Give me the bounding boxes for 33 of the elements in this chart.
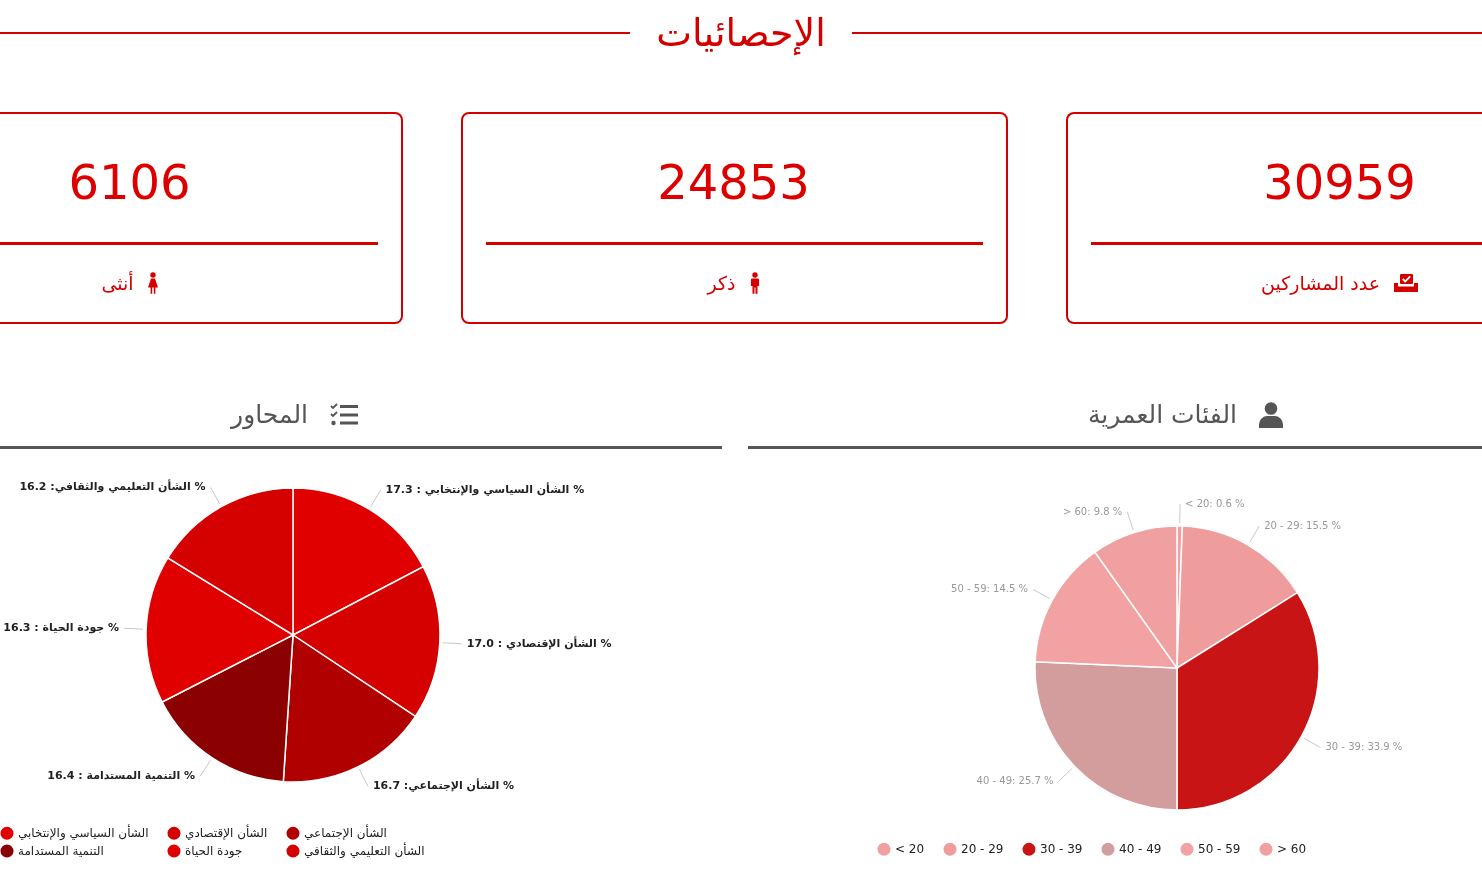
data-label: الشأن الإقتصادي : 17.0 % bbox=[466, 635, 612, 650]
text: 6106 bbox=[67, 153, 192, 212]
data-label: 20 - 29: 15.5 % bbox=[1264, 520, 1342, 532]
legend-label: 20 - 29 bbox=[961, 842, 1004, 857]
legend-label: جودة الحياة bbox=[185, 844, 243, 859]
data-label: 30 - 39: 33.9 % bbox=[1325, 741, 1403, 753]
data-label: 40 - 49: 25.7 % bbox=[976, 775, 1054, 787]
data-label: 50 - 59: 14.5 % bbox=[951, 583, 1029, 595]
legend-label: الشأن السياسي والإنتخابي bbox=[18, 824, 149, 842]
legend-label: الشأن التعليمي والثقافي bbox=[304, 842, 425, 859]
data-label: > 60: 9.8 % bbox=[1062, 505, 1123, 517]
data-label: جودة الحياة : 16.3 % bbox=[3, 621, 120, 635]
text: 30959 bbox=[1262, 153, 1417, 212]
legend-label: < 20 bbox=[895, 842, 925, 857]
text: عدد المشاركين bbox=[1260, 271, 1381, 296]
data-label: < 20: 0.6 % bbox=[1185, 498, 1245, 510]
legend-label: > 60 bbox=[1277, 842, 1307, 857]
text: 24853 bbox=[656, 153, 811, 212]
data-label: الشأن التعليمي والثقافي: 16.2 % bbox=[19, 479, 206, 494]
data-label: التنمية المستدامة : 16.4 % bbox=[47, 769, 196, 783]
legend-label: الشأن الإقتصادي bbox=[185, 824, 268, 841]
data-label: الشأن السياسي والإنتخابي : 17.3 % bbox=[385, 482, 585, 497]
data-label: الشأن الإجتماعي: 16.7 % bbox=[372, 778, 515, 793]
legend-label: 50 - 59 bbox=[1198, 842, 1241, 857]
legend-label: 30 - 39 bbox=[1040, 842, 1083, 857]
text: أنثى bbox=[101, 270, 134, 296]
legend-label: الشأن الإجتماعي bbox=[304, 824, 387, 841]
text: الإحصائيات bbox=[655, 10, 827, 57]
legend-label: التنمية المستدامة bbox=[18, 844, 104, 858]
chart-title: الفئات العمرية bbox=[1087, 399, 1237, 431]
legend-label: 40 - 49 bbox=[1119, 842, 1162, 857]
chart-title: المحاور bbox=[231, 399, 308, 432]
text: ذكر bbox=[707, 271, 736, 296]
